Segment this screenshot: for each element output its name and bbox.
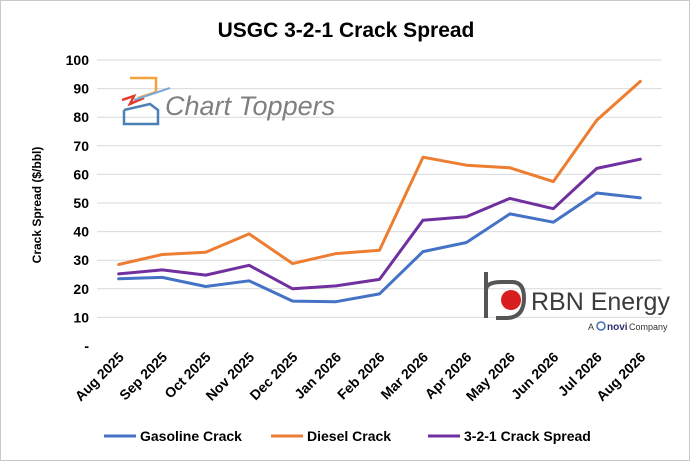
x-tick-label: Sep 2025	[116, 349, 170, 403]
legend-label: Gasoline Crack	[140, 428, 242, 444]
x-tick-label: Aug 2025	[72, 349, 127, 404]
gridlines	[97, 59, 662, 318]
y-tick-label: 90	[73, 81, 89, 97]
y-tick-label: 50	[73, 195, 89, 211]
y-axis-label: Crack Spread ($/bbl)	[30, 147, 44, 264]
rbn-bracket-icon	[484, 272, 527, 320]
legend-label: 3-2-1 Crack Spread	[464, 428, 591, 444]
chart-toppers-icon	[121, 76, 171, 126]
series-line	[117, 79, 642, 266]
rbn-tagline-novi: novi	[607, 322, 628, 333]
rbn-wordmark: RBN Energy	[531, 288, 670, 316]
chart-toppers-wordmark: Chart Toppers	[165, 91, 335, 121]
series-lines	[117, 79, 642, 304]
novi-icon	[596, 321, 606, 331]
rbn-tagline-company: Company	[629, 322, 668, 332]
chart-toppers-logo: Chart Toppers	[121, 76, 335, 126]
y-tick-label: 80	[73, 109, 89, 125]
series-line	[117, 191, 642, 304]
series-line	[117, 157, 642, 291]
y-tick-label: 20	[73, 281, 89, 297]
legend: Gasoline Crack Diesel Crack 3-2-1 Crack Sp…	[104, 428, 591, 444]
y-tick-label: 60	[73, 166, 89, 182]
y-tick-label: 40	[73, 224, 89, 240]
y-tick-label: -	[84, 338, 89, 354]
x-tick-label: Jun 2026	[508, 349, 562, 403]
legend-label: Diesel Crack	[307, 428, 391, 444]
y-axis-ticks: - 10 20 30 40 50 60 70 80 90 100	[66, 52, 90, 354]
rbn-energy-logo: RBN Energy A novi Company	[484, 272, 670, 333]
rbn-tagline-a: A	[588, 322, 594, 332]
y-tick-label: 30	[73, 252, 89, 268]
y-tick-label: 10	[73, 309, 89, 325]
rbn-red-dot-icon	[501, 290, 521, 310]
x-tick-label: Mar 2026	[377, 349, 431, 403]
x-tick-label: Dec 2025	[246, 349, 300, 403]
chart-title: USGC 3-2-1 Crack Spread	[218, 19, 475, 42]
y-tick-label: 70	[73, 138, 89, 154]
y-tick-label: 100	[66, 52, 90, 68]
